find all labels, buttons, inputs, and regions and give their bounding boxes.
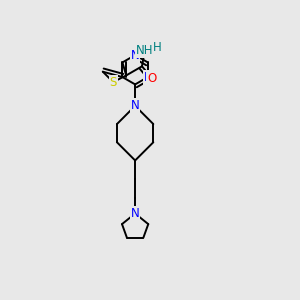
Text: H: H	[152, 41, 161, 54]
Text: N: N	[131, 207, 140, 220]
Text: N: N	[143, 70, 152, 84]
Text: S: S	[110, 76, 117, 88]
Text: N: N	[131, 99, 140, 112]
Text: N: N	[131, 49, 140, 62]
Text: O: O	[147, 72, 157, 85]
Text: NH: NH	[136, 44, 154, 57]
